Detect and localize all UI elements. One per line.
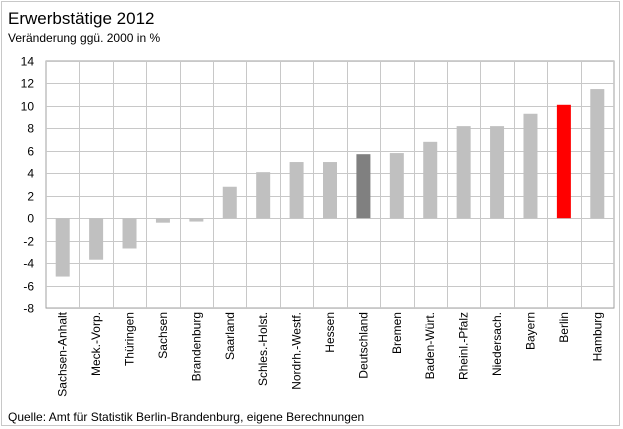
y-tick-label: -4 — [23, 257, 34, 271]
y-tick-label: 14 — [21, 55, 35, 69]
bar-bremen — [389, 153, 404, 219]
x-tick-label: Hessen — [323, 312, 337, 353]
bar-hessen — [323, 162, 337, 219]
y-tick-label: 2 — [27, 190, 34, 204]
bar-bayern — [523, 113, 538, 219]
bar-sachsen-anhalt — [55, 218, 70, 277]
x-tick-label: Bremen — [390, 312, 404, 354]
x-tick-label: Brandenburg — [189, 312, 203, 381]
bar-rheinl-pfalz — [456, 126, 471, 219]
y-tick-label: 12 — [21, 77, 35, 91]
y-tick-label: 6 — [27, 145, 34, 159]
x-tick-label: Deutschland — [356, 312, 370, 379]
bar-baden-würt- — [423, 141, 438, 219]
y-tick-label: -8 — [23, 302, 34, 316]
x-tick-label: Hamburg — [590, 312, 604, 361]
bar-meck-vorp- — [89, 218, 104, 260]
x-tick-label: Sachsen-Anhalt — [56, 311, 70, 396]
x-tick-label: Bayern — [523, 312, 537, 350]
bar-deutschland — [356, 154, 371, 219]
y-tick-label: 10 — [21, 100, 35, 114]
bar-saarland — [222, 186, 237, 219]
bar-schles-holst- — [256, 172, 271, 219]
x-tick-label: Schles.-Holst. — [256, 312, 270, 386]
x-tick-label: Sachsen — [156, 312, 170, 359]
bar-niedersach- — [490, 126, 505, 219]
chart-subtitle: Veränderung ggü. 2000 in % — [8, 31, 161, 45]
y-tick-label: -2 — [23, 235, 34, 249]
y-tick-label: -6 — [23, 280, 34, 294]
x-tick-label: Thüringen — [123, 312, 137, 366]
source-note: Quelle: Amt für Statistik Berlin-Branden… — [8, 410, 365, 424]
x-tick-label: Saarland — [223, 312, 237, 360]
bar-nordrh-westf- — [289, 162, 304, 219]
bar-brandenburg — [189, 218, 204, 222]
y-tick-label: 4 — [27, 167, 34, 181]
x-tick-label: Nordrh.-Westf. — [290, 312, 304, 390]
x-tick-label: Niedersach. — [490, 312, 504, 376]
bar-berlin — [556, 104, 571, 219]
y-tick-label: 0 — [27, 212, 34, 226]
bar-hamburg — [590, 89, 605, 219]
x-tick-label: Baden-Würt. — [423, 312, 437, 379]
y-tick-label: 8 — [27, 122, 34, 136]
x-tick-label: Rheinl.-Pfalz — [457, 312, 471, 380]
bar-sachsen — [155, 218, 170, 223]
chart-title: Erwerbstätige 2012 — [8, 9, 155, 28]
x-tick-label: Berlin — [557, 312, 571, 343]
x-tick-label: Meck.-Vorp. — [89, 312, 103, 376]
bar-thüringen — [122, 218, 137, 249]
